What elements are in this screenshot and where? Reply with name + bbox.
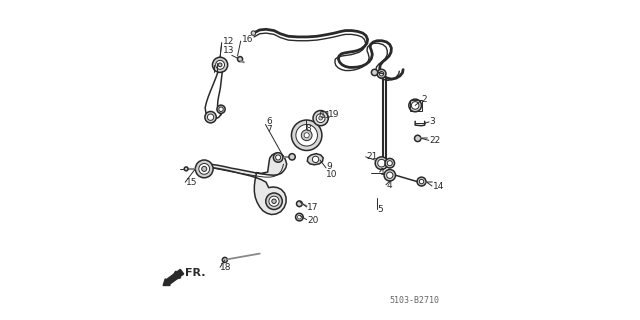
Text: 22: 22: [429, 136, 441, 146]
Circle shape: [301, 130, 312, 141]
Circle shape: [217, 105, 225, 113]
Circle shape: [415, 135, 421, 142]
Text: 12: 12: [223, 36, 235, 45]
FancyArrow shape: [163, 269, 184, 285]
Circle shape: [296, 201, 302, 207]
Circle shape: [202, 166, 207, 172]
Text: 15: 15: [186, 178, 198, 187]
Circle shape: [375, 157, 388, 170]
Polygon shape: [198, 153, 287, 215]
Text: 13: 13: [223, 46, 235, 55]
Text: 19: 19: [328, 109, 339, 118]
Circle shape: [409, 99, 422, 112]
Circle shape: [272, 199, 276, 204]
Circle shape: [222, 257, 227, 262]
Circle shape: [212, 57, 228, 72]
Text: 3: 3: [429, 117, 435, 126]
Circle shape: [269, 196, 279, 206]
Text: 7: 7: [266, 125, 272, 134]
Circle shape: [319, 116, 323, 120]
Text: 5: 5: [377, 205, 383, 214]
Circle shape: [419, 179, 424, 184]
Polygon shape: [307, 154, 323, 165]
Text: 16: 16: [243, 35, 254, 44]
Circle shape: [298, 215, 301, 219]
Circle shape: [385, 158, 394, 168]
Circle shape: [412, 102, 419, 109]
Circle shape: [291, 120, 322, 150]
Circle shape: [387, 161, 392, 166]
Circle shape: [384, 170, 396, 181]
Text: 11: 11: [320, 111, 332, 120]
Circle shape: [237, 57, 243, 62]
Text: 5103-B2710: 5103-B2710: [390, 296, 440, 305]
Circle shape: [387, 172, 393, 178]
Text: 4: 4: [387, 181, 392, 190]
Circle shape: [296, 124, 317, 146]
Text: 8: 8: [306, 124, 312, 133]
Circle shape: [184, 167, 188, 171]
Text: 20: 20: [307, 216, 319, 225]
Circle shape: [195, 160, 213, 178]
Circle shape: [218, 63, 222, 67]
Circle shape: [296, 213, 303, 221]
Text: 6: 6: [266, 117, 272, 126]
Circle shape: [289, 154, 295, 160]
Text: 1: 1: [380, 168, 386, 177]
Circle shape: [371, 69, 378, 76]
Circle shape: [216, 60, 225, 69]
Text: 10: 10: [326, 170, 338, 179]
Circle shape: [207, 114, 214, 120]
Circle shape: [219, 107, 223, 111]
Circle shape: [312, 156, 319, 163]
Circle shape: [205, 111, 216, 123]
Circle shape: [304, 133, 309, 138]
Circle shape: [266, 193, 282, 210]
Text: FR.: FR.: [185, 268, 205, 278]
Circle shape: [273, 153, 283, 162]
Circle shape: [417, 177, 426, 186]
Circle shape: [251, 31, 255, 35]
Circle shape: [378, 159, 385, 167]
Circle shape: [199, 164, 210, 174]
Circle shape: [380, 71, 384, 76]
Text: 9: 9: [326, 162, 332, 171]
Circle shape: [316, 114, 325, 123]
Circle shape: [276, 155, 281, 160]
Circle shape: [313, 110, 328, 126]
Text: 17: 17: [307, 203, 319, 212]
Text: 21: 21: [366, 152, 378, 161]
Text: 18: 18: [220, 263, 232, 272]
Circle shape: [377, 69, 386, 78]
Text: 2: 2: [422, 95, 427, 104]
Text: 14: 14: [433, 182, 444, 191]
